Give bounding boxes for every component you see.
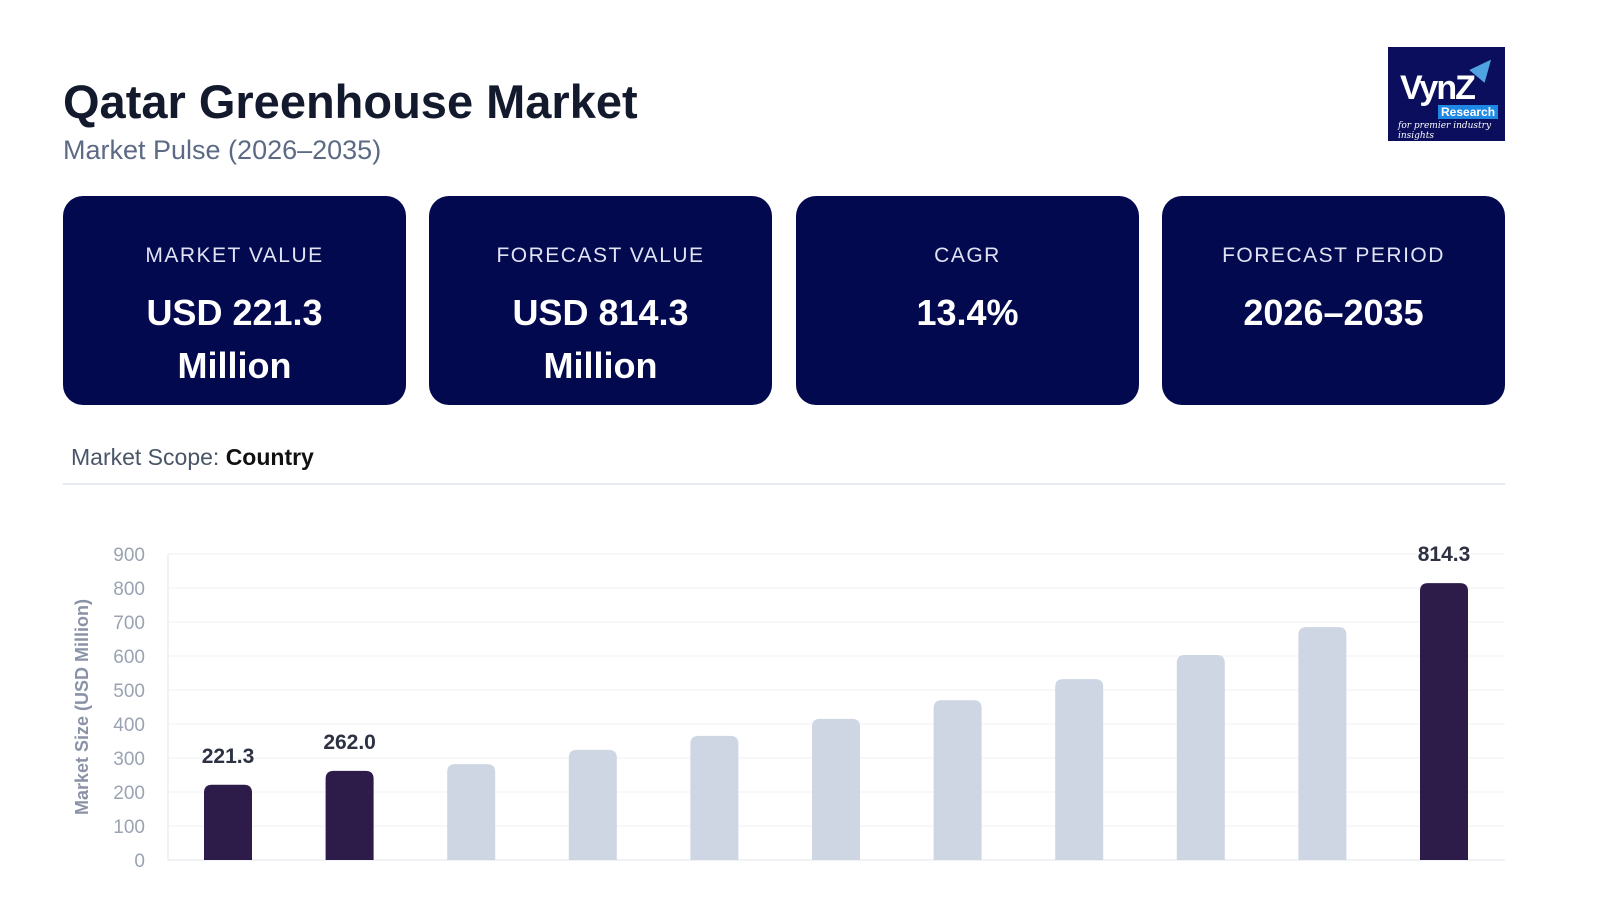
data-label: 814.3 xyxy=(1418,543,1471,566)
card-value: 13.4% xyxy=(916,292,1019,333)
card-label: FORECAST PERIOD xyxy=(1222,244,1445,267)
bar xyxy=(447,764,496,860)
market-value-card: MARKET VALUE USD 221.3 Million xyxy=(63,196,406,405)
forecast-period-card: FORECAST PERIOD 2026–2035 xyxy=(1162,196,1505,405)
page-subtitle: Market Pulse (2026–2035) xyxy=(63,135,382,165)
bar xyxy=(1420,583,1468,860)
logo-tagline: for premier industry insights xyxy=(1398,121,1492,141)
card-value-unit: Million xyxy=(543,345,658,386)
bar xyxy=(204,784,252,860)
y-tick-label: 100 xyxy=(113,817,145,838)
y-tick-label: 600 xyxy=(113,647,145,668)
card-value: USD 814.3 xyxy=(512,292,689,333)
y-tick-label: 900 xyxy=(113,545,145,566)
divider xyxy=(63,483,1505,485)
y-tick-label: 0 xyxy=(134,851,145,872)
bar xyxy=(1055,679,1104,860)
y-tick-label: 500 xyxy=(113,681,145,702)
bar xyxy=(812,718,860,860)
bar xyxy=(1176,654,1225,860)
y-tick-label: 700 xyxy=(113,613,145,634)
data-label: 262.0 xyxy=(323,731,376,754)
bar xyxy=(690,735,739,860)
bar xyxy=(568,749,617,860)
vynz-logo: VynZ Research for premier industry insig… xyxy=(1388,47,1505,141)
y-tick-label: 300 xyxy=(113,749,145,770)
y-tick-label: 400 xyxy=(113,715,145,736)
y-tick-label: 200 xyxy=(113,783,145,804)
card-value: 2026–2035 xyxy=(1243,292,1424,333)
y-tick-label: 800 xyxy=(113,579,145,600)
card-value-unit: Million xyxy=(177,345,292,386)
card-label: MARKET VALUE xyxy=(145,244,324,267)
market-scope: Market Scope: Country xyxy=(71,444,314,471)
card-label: CAGR xyxy=(934,244,1001,267)
scope-label: Market Scope: xyxy=(71,444,220,470)
y-axis-label: Market Size (USD Million) xyxy=(72,599,92,815)
bar xyxy=(325,770,374,860)
bar xyxy=(933,700,982,860)
card-value: USD 221.3 xyxy=(146,292,323,333)
bar xyxy=(1298,627,1347,860)
data-label: 221.3 xyxy=(202,745,255,768)
logo-brand: VynZ xyxy=(1400,69,1476,107)
page-title: Qatar Greenhouse Market xyxy=(63,75,638,128)
cagr-card: CAGR 13.4% xyxy=(796,196,1139,405)
logo-sub: Research xyxy=(1438,105,1499,119)
card-label: FORECAST VALUE xyxy=(496,244,705,267)
scope-value: Country xyxy=(225,444,314,470)
forecast-value-card: FORECAST VALUE USD 814.3 Million xyxy=(429,196,772,405)
